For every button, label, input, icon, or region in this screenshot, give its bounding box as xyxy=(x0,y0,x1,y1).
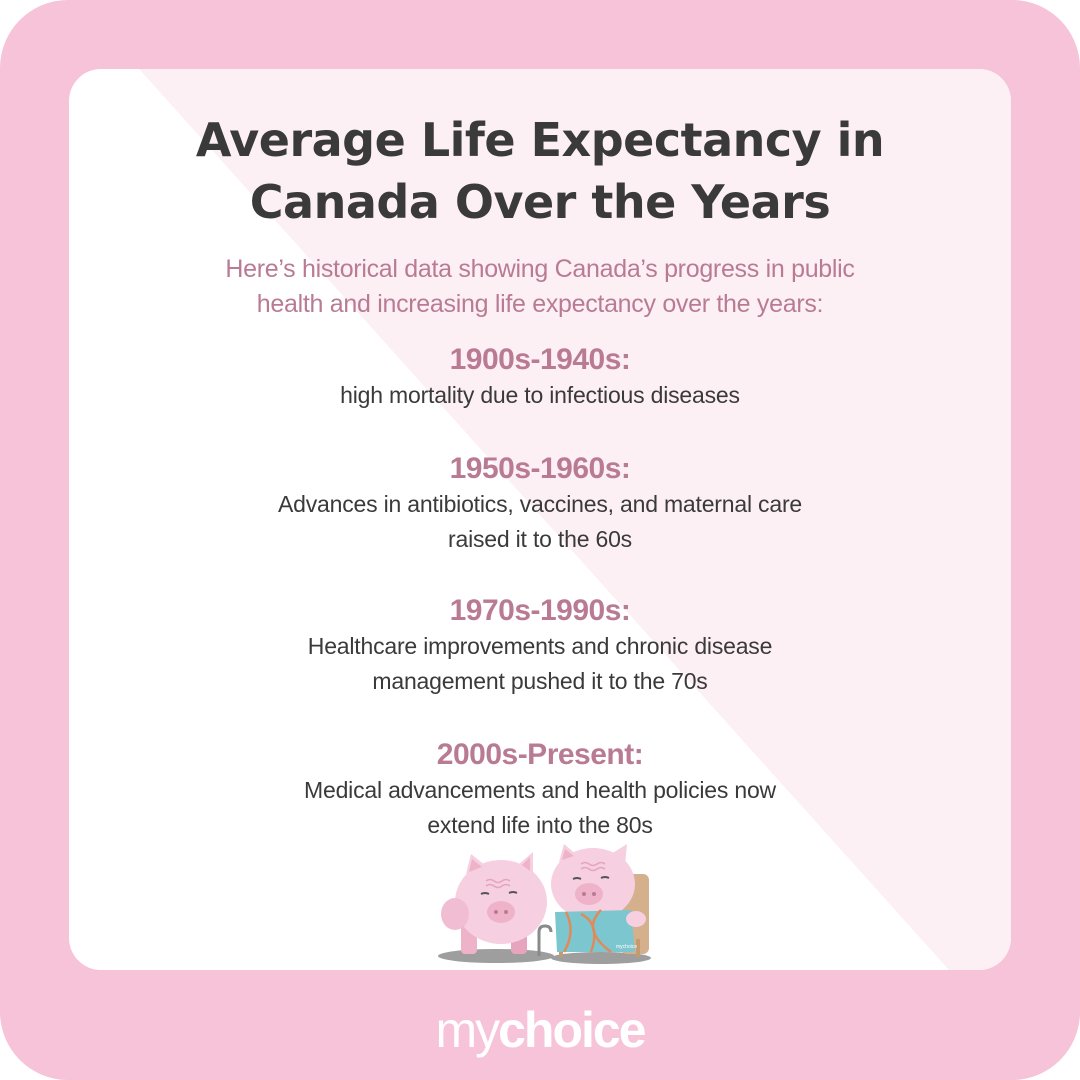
era-description: Healthcare improvements and chronic dise… xyxy=(69,629,1011,699)
era-label: 1970s-1990s: xyxy=(449,594,631,627)
era-description-line-2: management pushed it to the 70s xyxy=(372,668,708,694)
elderly-pigs-illustration-icon: mychoice xyxy=(438,844,651,964)
era-section-1900s: 1900s-1940s: high mortality due to infec… xyxy=(69,342,1011,413)
pig-with-cane xyxy=(441,852,553,956)
era-description: Medical advancements and health policies… xyxy=(69,773,1011,843)
content-card: Average Life Expectancy in Canada Over t… xyxy=(69,69,1011,970)
subtitle: Here’s historical data showing Canada’s … xyxy=(69,252,1011,322)
era-section-1950s: 1950s-1960s: Advances in antibiotics, va… xyxy=(69,451,1011,557)
title-line-1: Average Life Expectancy in xyxy=(195,113,885,167)
era-description-line-1: Medical advancements and health policies… xyxy=(304,777,776,803)
era-description: Advances in antibiotics, vaccines, and m… xyxy=(69,487,1011,557)
era-section-2000s: 2000s-Present: Medical advancements and … xyxy=(69,737,1011,843)
chair-tag: mychoice xyxy=(616,944,637,950)
page-title: Average Life Expectancy in Canada Over t… xyxy=(69,109,1011,233)
era-section-1970s: 1970s-1990s: Healthcare improvements and… xyxy=(69,593,1011,699)
era-description-line-1: Healthcare improvements and chronic dise… xyxy=(307,633,773,659)
era-description: high mortality due to infectious disease… xyxy=(340,382,740,408)
mychoice-logo: mychoice xyxy=(0,1000,1080,1060)
era-label: 1900s-1940s: xyxy=(449,343,631,376)
subtitle-line-2: health and increasing life expectancy ov… xyxy=(256,290,824,318)
subtitle-line-1: Here’s historical data showing Canada’s … xyxy=(225,255,855,283)
era-label: 2000s-Present: xyxy=(436,738,644,771)
era-description-line-2: raised it to the 60s xyxy=(448,526,632,552)
logo-part-my: my xyxy=(435,1002,500,1058)
era-description-line-1: Advances in antibiotics, vaccines, and m… xyxy=(278,491,802,517)
era-description-line-2: extend life into the 80s xyxy=(427,812,653,838)
pig-in-armchair: mychoice xyxy=(551,844,649,957)
era-label: 1950s-1960s: xyxy=(449,452,631,485)
diagonal-background-shape xyxy=(139,69,1011,970)
logo-part-choice: choice xyxy=(498,1002,646,1058)
title-line-2: Canada Over the Years xyxy=(249,175,831,229)
